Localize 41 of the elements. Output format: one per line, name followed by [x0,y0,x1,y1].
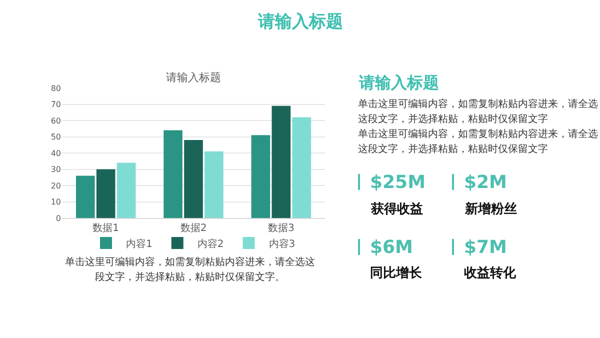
text: 这段文字，并选择粘贴，粘贴时仅保留文字 [358,113,548,125]
y-tick-label: 0 [56,214,61,223]
text: $6M [370,237,413,258]
y-tick-label: 80 [50,84,61,93]
chart-title: 请输入标题 [166,70,221,84]
text: 单击这里可编辑内容，如需复制粘贴内容进来，请全选 [358,98,598,110]
text: $7M [464,237,507,258]
y-tick-label: 60 [50,116,61,126]
legend-label: 内容1 [126,238,152,250]
bar [272,106,291,218]
text: $2M [464,172,507,193]
text: 这段文字，并选择粘贴，粘贴时仅保留文字 [358,143,548,155]
legend-label: 内容2 [197,238,224,250]
text: $25M [370,172,426,193]
text: 请输入标题 [358,73,439,92]
bar [251,135,270,218]
x-tick-label: 数据2 [180,222,207,234]
x-tick-label: 数据3 [268,222,294,234]
text: 获得收益 [370,201,423,217]
y-tick-label: 70 [50,100,61,110]
x-tick-label: 数据1 [92,222,120,234]
y-tick-label: 40 [50,148,61,158]
text: 单击这里可编辑内容，如需复制粘贴内容进来，请全选这 [65,256,315,268]
y-tick-label: 30 [50,165,61,174]
y-tick-label: 50 [50,132,61,142]
legend-label: 内容3 [268,238,296,250]
text: 请输入标题 [257,12,343,32]
bar [204,151,224,218]
bar [184,140,203,218]
text: 同比增长 [370,266,423,281]
text: 新增粉丝 [464,201,517,217]
text: 收益转化 [464,266,517,281]
y-tick-label: 10 [50,198,61,207]
y-tick-label: 20 [50,181,61,190]
bar [292,117,312,218]
bar [76,176,95,218]
bar [116,162,136,218]
bar [164,130,182,218]
text: 段文字，并选择粘贴，粘贴时仅保留文字。 [95,271,285,283]
bar [96,169,116,218]
text: 单击这里可编辑内容，如需复制粘贴内容进来，请全选 [358,128,598,140]
